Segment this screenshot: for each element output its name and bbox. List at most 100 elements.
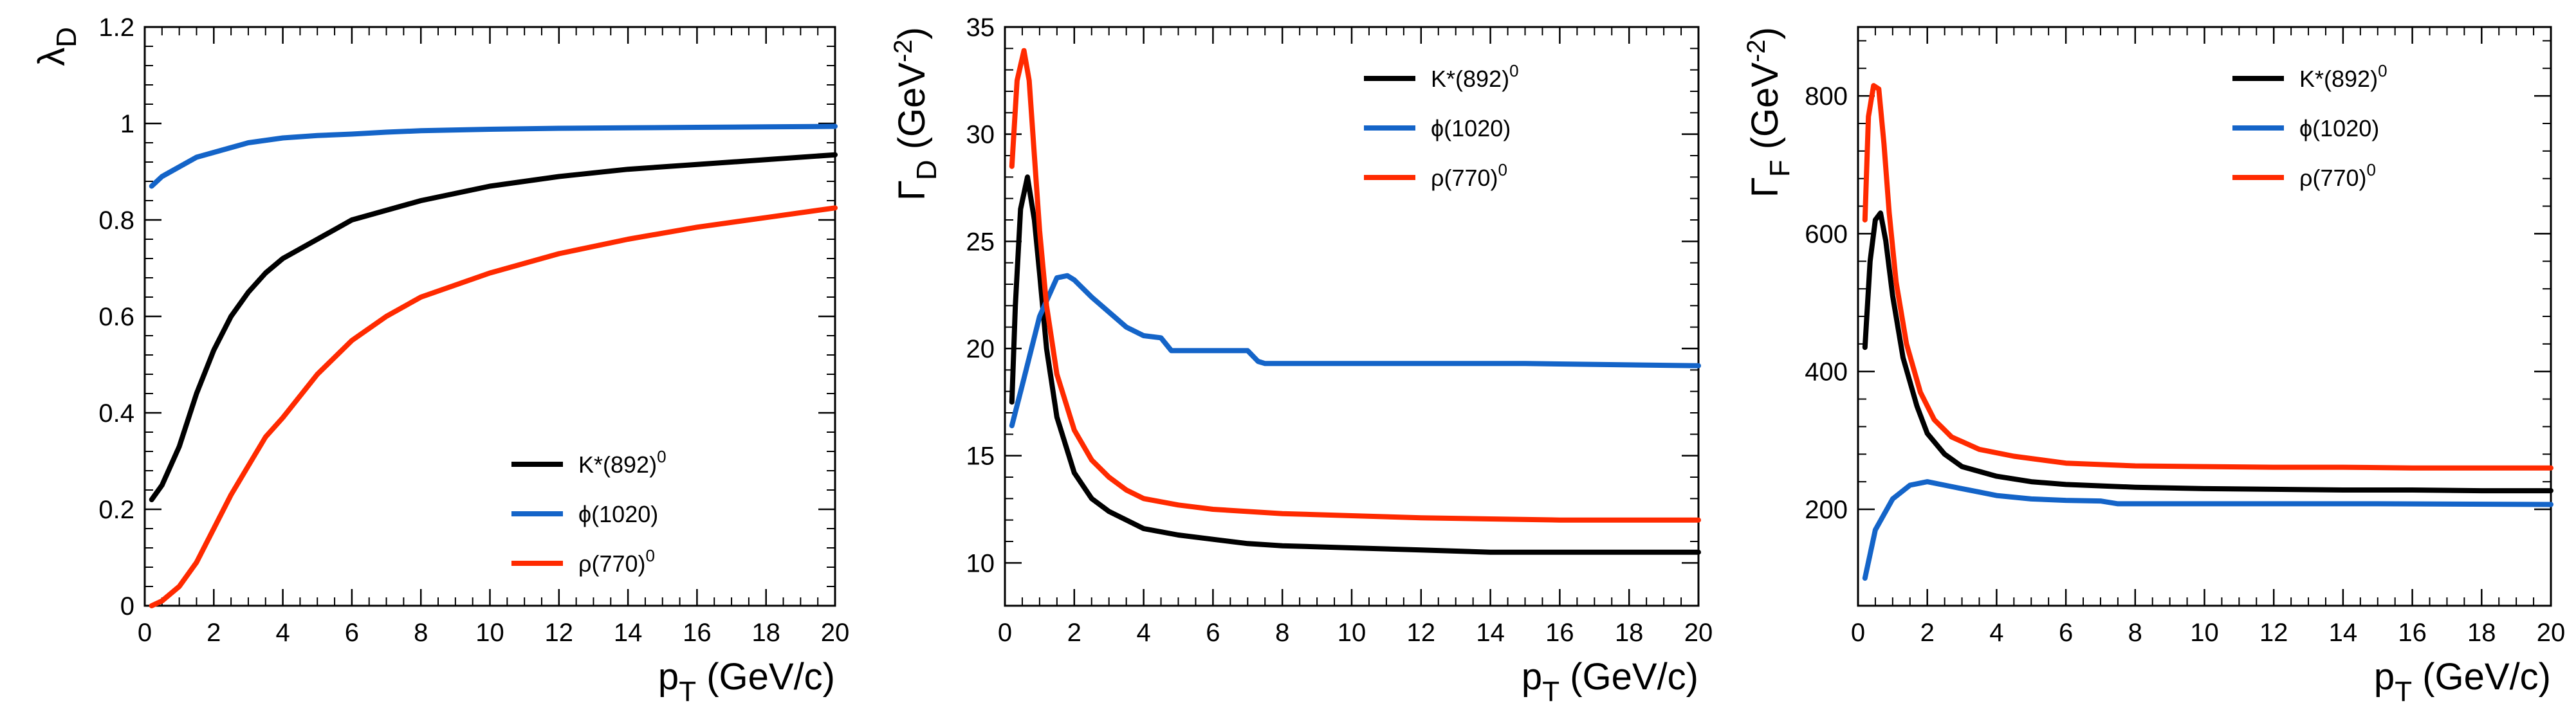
y-axis-label-unit: (GeV bbox=[1744, 62, 1786, 160]
legend: K*(892)0ϕ(1020)ρ(770)0 bbox=[1364, 61, 1519, 191]
x-tick-label: 10 bbox=[2190, 619, 2219, 647]
legend: K*(892)0ϕ(1020)ρ(770)0 bbox=[511, 447, 667, 577]
y-axis-label: ΓD (GeV-2) bbox=[889, 27, 943, 201]
x-tick-label: 12 bbox=[2259, 619, 2288, 647]
x-tick-label: 8 bbox=[2128, 619, 2142, 647]
x-axis-label-main: p bbox=[658, 656, 679, 698]
x-tick-label: 10 bbox=[1338, 619, 1366, 647]
legend-label-name: ρ(770) bbox=[578, 550, 646, 577]
legend-label-sup: 0 bbox=[1509, 61, 1518, 80]
legend-label-sup: 0 bbox=[1498, 160, 1507, 179]
x-tick-label: 16 bbox=[2398, 619, 2427, 647]
y-tick-label: 0.4 bbox=[98, 399, 134, 428]
legend-label-name: ϕ(1020) bbox=[1431, 115, 1511, 141]
x-axis-label-main: p bbox=[1522, 656, 1542, 698]
y-axis-label: λD bbox=[31, 27, 82, 66]
y-tick-label: 25 bbox=[966, 228, 995, 256]
legend-label-k-892: K*(892)0 bbox=[2299, 61, 2387, 92]
y-tick-label: 0 bbox=[120, 592, 134, 621]
x-tick-label: 4 bbox=[1136, 619, 1150, 647]
x-tick-label: 20 bbox=[821, 619, 850, 647]
x-tick-label: 6 bbox=[1206, 619, 1220, 647]
x-tick-label: 10 bbox=[475, 619, 504, 647]
x-axis-label-unit: (GeV/c) bbox=[2412, 656, 2551, 698]
x-axis-label-sub: T bbox=[2395, 676, 2412, 707]
x-tick-label: 8 bbox=[1275, 619, 1289, 647]
x-tick-label: 18 bbox=[2467, 619, 2496, 647]
series-line-1020 bbox=[149, 123, 838, 189]
y-axis-label-main: Γ bbox=[1744, 177, 1786, 197]
y-axis-label-sub: D bbox=[911, 159, 943, 180]
legend-label-1020: ϕ(1020) bbox=[578, 501, 658, 527]
y-axis-label-main: Γ bbox=[891, 180, 933, 201]
x-tick-label: 2 bbox=[1067, 619, 1081, 647]
x-tick-label: 2 bbox=[207, 619, 221, 647]
y-axis-label-sub: F bbox=[1764, 159, 1796, 177]
y-axis-label-unit-sup: -2 bbox=[889, 39, 917, 62]
x-axis-label: pT (GeV/c) bbox=[658, 656, 835, 707]
x-axis-label-main: p bbox=[2374, 656, 2395, 698]
x-axis-label-sub: T bbox=[679, 676, 696, 707]
series-line-k-892 bbox=[149, 152, 838, 502]
series-line-770 bbox=[1862, 83, 2553, 471]
y-axis-label-unit-sup: -2 bbox=[1742, 39, 1771, 62]
y-tick-label: 200 bbox=[1805, 496, 1848, 524]
legend-label-name: K*(892) bbox=[2299, 66, 2378, 92]
x-tick-label: 14 bbox=[2329, 619, 2358, 647]
y-tick-label: 20 bbox=[966, 335, 995, 363]
x-tick-label: 8 bbox=[414, 619, 428, 647]
x-tick-label: 20 bbox=[2537, 619, 2566, 647]
y-tick-label: 800 bbox=[1805, 82, 1848, 111]
y-axis-label-unit-end: ) bbox=[1744, 27, 1786, 39]
x-axis-label: pT (GeV/c) bbox=[2374, 656, 2551, 707]
x-tick-label: 20 bbox=[1684, 619, 1713, 647]
legend-label-770: ρ(770)0 bbox=[578, 546, 655, 577]
plot-frame bbox=[143, 26, 836, 607]
x-axis-label-unit: (GeV/c) bbox=[696, 656, 835, 698]
x-tick-label: 0 bbox=[138, 619, 152, 647]
y-tick-label: 15 bbox=[966, 442, 995, 471]
x-tick-label: 14 bbox=[1476, 619, 1505, 647]
x-tick-label: 18 bbox=[751, 619, 780, 647]
x-tick-label: 0 bbox=[998, 619, 1012, 647]
y-axis-label-main: λ bbox=[31, 48, 73, 66]
y-tick-label: 0.8 bbox=[98, 206, 134, 235]
chart-panel-lambda: 0 2 4 6 8 10 12 14 16 18 20 0 0.2 0.4 0.6 0.8 1 1.2 pT (Ge… bbox=[31, 14, 849, 707]
y-tick-label: 30 bbox=[966, 121, 995, 149]
legend-label-k-892: K*(892)0 bbox=[578, 447, 667, 478]
y-axis-label-unit: (GeV bbox=[891, 62, 933, 160]
x-axis-label-sub: T bbox=[1542, 676, 1559, 707]
legend-label-name: ρ(770) bbox=[1431, 165, 1498, 191]
legend-label-name: ϕ(1020) bbox=[578, 501, 658, 527]
x-tick-label: 6 bbox=[2059, 619, 2073, 647]
y-tick-label: 10 bbox=[966, 549, 995, 577]
x-tick-label: 6 bbox=[345, 619, 359, 647]
legend-label-name: K*(892) bbox=[1431, 66, 1509, 92]
legend-label-1020: ϕ(1020) bbox=[2299, 115, 2379, 141]
y-tick-label: 1.2 bbox=[98, 14, 134, 42]
x-tick-label: 16 bbox=[683, 619, 712, 647]
legend-label-name: ϕ(1020) bbox=[2299, 115, 2379, 141]
legend-label-name: ρ(770) bbox=[2299, 165, 2367, 191]
legend-label-sup: 0 bbox=[2367, 160, 2376, 179]
plot-frame bbox=[1857, 26, 2552, 607]
x-tick-label: 14 bbox=[614, 619, 643, 647]
legend-label-name: K*(892) bbox=[578, 451, 657, 478]
y-axis-label-sub: D bbox=[51, 27, 82, 48]
legend-label-sup: 0 bbox=[657, 447, 666, 466]
y-tick-label: 1 bbox=[120, 110, 134, 138]
series-line-k-892 bbox=[1009, 174, 1701, 555]
legend-label-k-892: K*(892)0 bbox=[1431, 61, 1519, 92]
x-tick-label: 4 bbox=[1989, 619, 2003, 647]
chart-panel-gammaF: 0 2 4 6 8 10 12 14 16 18 20 200 400 600 800 pT (GeV/c) Γ… bbox=[1742, 26, 2566, 707]
series-line-770 bbox=[1009, 48, 1701, 523]
y-axis-label-unit-end: ) bbox=[891, 27, 933, 39]
series-line-1020 bbox=[1862, 479, 2553, 581]
y-tick-label: 400 bbox=[1805, 358, 1848, 386]
y-tick-label: 0.6 bbox=[98, 303, 134, 331]
legend-label-sup: 0 bbox=[2378, 61, 2387, 80]
x-axis-label: pT (GeV/c) bbox=[1522, 656, 1698, 707]
y-tick-label: 0.2 bbox=[98, 496, 134, 524]
